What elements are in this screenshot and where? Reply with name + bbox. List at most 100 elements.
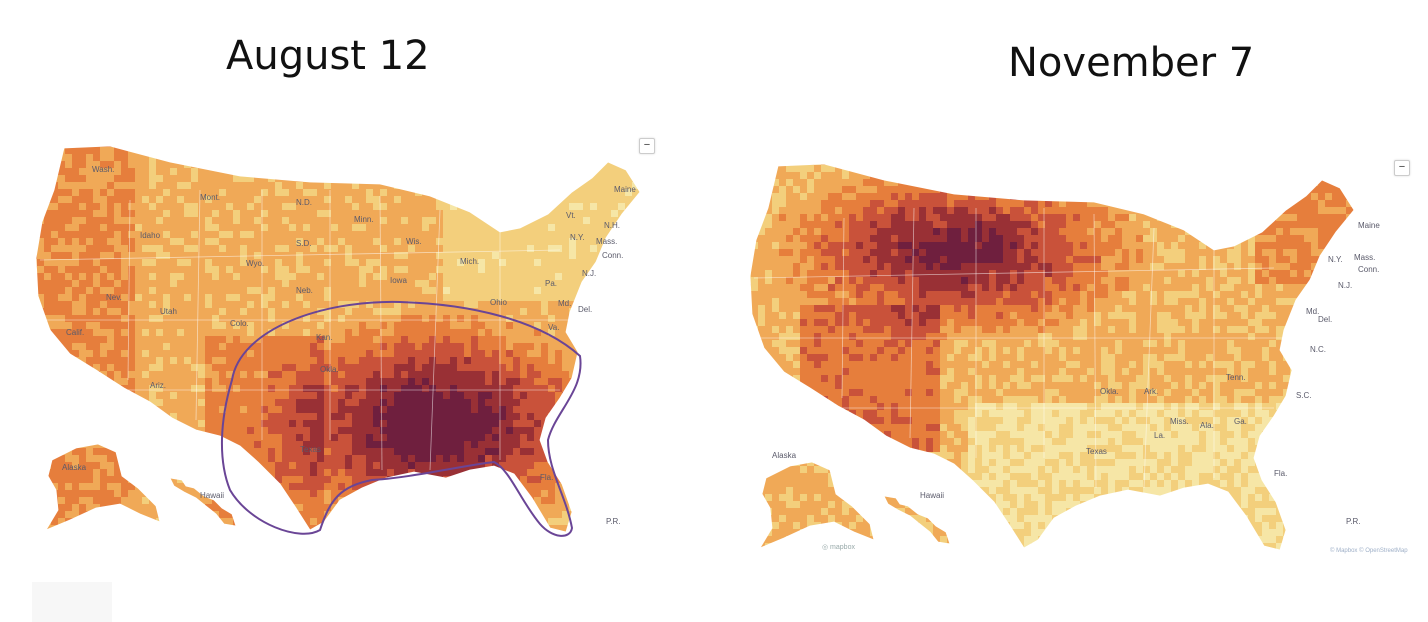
- county-cell[interactable]: [310, 364, 317, 371]
- county-cell[interactable]: [205, 266, 212, 273]
- county-cell[interactable]: [492, 434, 499, 441]
- county-cell[interactable]: [240, 413, 247, 420]
- county-cell[interactable]: [58, 273, 65, 280]
- county-cell[interactable]: [254, 161, 261, 168]
- county-cell[interactable]: [37, 469, 44, 476]
- county-cell[interactable]: [212, 147, 219, 154]
- county-cell[interactable]: [317, 490, 324, 497]
- county-cell[interactable]: [380, 154, 387, 161]
- county-cell[interactable]: [583, 511, 597, 518]
- county-cell[interactable]: [198, 448, 212, 455]
- county-cell[interactable]: [639, 343, 646, 350]
- county-cell[interactable]: [534, 252, 541, 259]
- county-cell[interactable]: [170, 189, 177, 196]
- county-cell[interactable]: [170, 315, 177, 322]
- county-cell[interactable]: [569, 245, 576, 252]
- county-cell[interactable]: [310, 315, 317, 322]
- county-cell[interactable]: [177, 385, 184, 392]
- county-cell[interactable]: [625, 497, 639, 504]
- county-cell[interactable]: [114, 378, 121, 385]
- county-cell[interactable]: [485, 504, 492, 511]
- county-cell[interactable]: [128, 385, 135, 392]
- county-cell[interactable]: [436, 490, 443, 497]
- county-cell[interactable]: [184, 315, 191, 322]
- county-cell[interactable]: [198, 483, 205, 490]
- county-cell[interactable]: [464, 476, 478, 483]
- county-cell[interactable]: [191, 259, 198, 266]
- county-cell[interactable]: [639, 455, 646, 462]
- county-cell[interactable]: [471, 175, 485, 182]
- county-cell[interactable]: [65, 154, 72, 161]
- county-cell[interactable]: [513, 504, 527, 511]
- county-cell[interactable]: [72, 413, 79, 420]
- county-cell[interactable]: [282, 196, 289, 203]
- county-cell[interactable]: [226, 518, 233, 525]
- county-cell[interactable]: [114, 371, 121, 378]
- county-cell[interactable]: [541, 462, 548, 469]
- county-cell[interactable]: [436, 511, 443, 518]
- county-cell[interactable]: [471, 301, 478, 308]
- county-cell[interactable]: [611, 308, 618, 315]
- county-cell[interactable]: [261, 168, 268, 175]
- county-cell[interactable]: [170, 147, 177, 154]
- county-cell[interactable]: [618, 336, 625, 343]
- county-cell[interactable]: [401, 168, 408, 175]
- county-cell[interactable]: [156, 238, 163, 245]
- county-cell[interactable]: [72, 427, 79, 434]
- county-cell[interactable]: [198, 252, 205, 259]
- county-cell[interactable]: [527, 182, 541, 189]
- county-cell[interactable]: [597, 217, 604, 224]
- county-cell[interactable]: [625, 245, 632, 252]
- county-cell[interactable]: [149, 371, 156, 378]
- county-cell[interactable]: [562, 161, 569, 168]
- county-cell[interactable]: [548, 399, 555, 406]
- county-cell[interactable]: [282, 413, 289, 420]
- county-cell[interactable]: [86, 385, 93, 392]
- county-cell[interactable]: [534, 483, 541, 490]
- county-cell[interactable]: [464, 441, 471, 448]
- county-cell[interactable]: [289, 518, 296, 525]
- county-cell[interactable]: [254, 497, 261, 504]
- county-cell[interactable]: [44, 287, 51, 294]
- county-cell[interactable]: [352, 455, 359, 462]
- county-cell[interactable]: [373, 350, 380, 357]
- county-cell[interactable]: [163, 196, 170, 203]
- county-cell[interactable]: [149, 336, 156, 343]
- county-cell[interactable]: [366, 518, 380, 525]
- county-cell[interactable]: [366, 441, 373, 448]
- county-cell[interactable]: [247, 357, 254, 364]
- county-cell[interactable]: [485, 154, 492, 161]
- county-cell[interactable]: [198, 154, 205, 161]
- county-cell[interactable]: [499, 266, 506, 273]
- county-cell[interactable]: [163, 504, 170, 511]
- county-cell[interactable]: [485, 343, 492, 350]
- county-cell[interactable]: [170, 357, 177, 364]
- county-cell[interactable]: [219, 224, 226, 231]
- county-cell[interactable]: [373, 378, 380, 385]
- county-cell[interactable]: [471, 476, 485, 483]
- county-cell[interactable]: [163, 427, 170, 434]
- county-cell[interactable]: [534, 392, 541, 399]
- county-cell[interactable]: [184, 427, 191, 434]
- county-cell[interactable]: [212, 483, 226, 490]
- county-cell[interactable]: [548, 364, 555, 371]
- county-cell[interactable]: [632, 315, 639, 322]
- county-cell[interactable]: [289, 168, 296, 175]
- county-cell[interactable]: [93, 266, 100, 273]
- county-cell[interactable]: [429, 161, 436, 168]
- county-cell[interactable]: [408, 182, 415, 189]
- county-cell[interactable]: [450, 154, 457, 161]
- county-cell[interactable]: [310, 504, 317, 511]
- county-cell[interactable]: [436, 161, 443, 168]
- county-cell[interactable]: [212, 413, 219, 420]
- county-cell[interactable]: [177, 140, 184, 147]
- county-cell[interactable]: [44, 364, 51, 371]
- county-cell[interactable]: [212, 427, 219, 434]
- county-cell[interactable]: [359, 175, 366, 182]
- county-cell[interactable]: [114, 357, 121, 364]
- county-cell[interactable]: [506, 525, 513, 532]
- county-cell[interactable]: [632, 455, 646, 462]
- county-cell[interactable]: [464, 266, 471, 273]
- county-cell[interactable]: [37, 371, 51, 378]
- county-cell[interactable]: [58, 525, 65, 532]
